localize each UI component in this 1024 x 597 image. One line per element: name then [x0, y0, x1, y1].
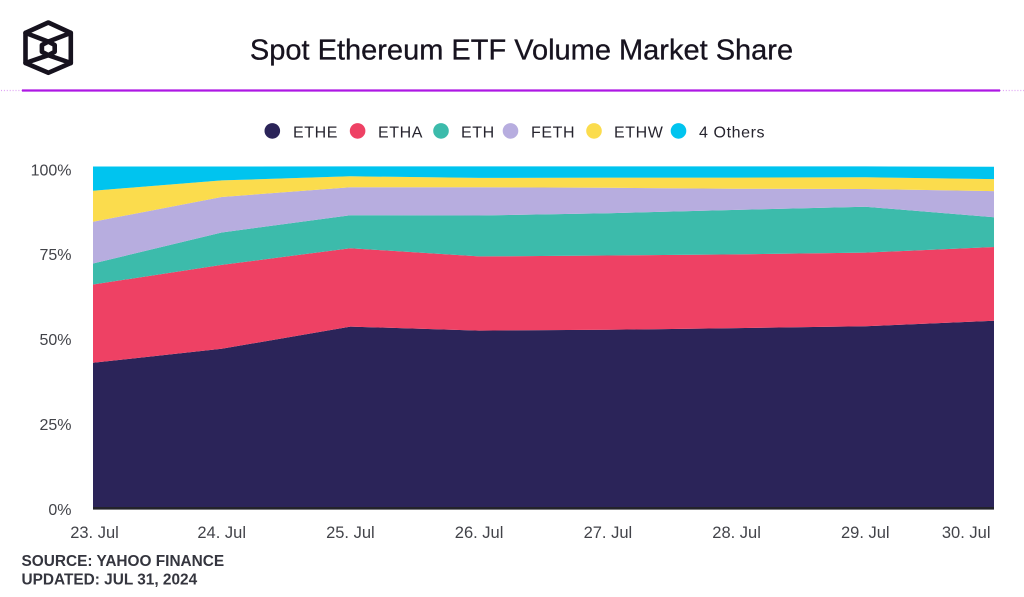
- svg-text:24. Jul: 24. Jul: [197, 524, 246, 542]
- svg-text:SOURCE: YAHOO FINANCE: SOURCE: YAHOO FINANCE: [22, 553, 225, 570]
- svg-text:FETH: FETH: [531, 124, 575, 141]
- svg-text:ETH: ETH: [461, 124, 495, 141]
- svg-text:26. Jul: 26. Jul: [455, 524, 504, 542]
- svg-text:23. Jul: 23. Jul: [70, 524, 119, 542]
- svg-text:Spot Ethereum ETF Volume Marke: Spot Ethereum ETF Volume Market Share: [250, 35, 793, 67]
- svg-text:50%: 50%: [39, 332, 71, 349]
- svg-text:30. Jul: 30. Jul: [942, 524, 991, 542]
- svg-text:0%: 0%: [48, 502, 71, 519]
- svg-text:28. Jul: 28. Jul: [712, 524, 761, 542]
- svg-text:100%: 100%: [31, 162, 72, 179]
- svg-text:27. Jul: 27. Jul: [584, 524, 633, 542]
- svg-text:ETHE: ETHE: [293, 124, 338, 141]
- svg-text:UPDATED: JUL 31, 2024: UPDATED: JUL 31, 2024: [22, 571, 198, 588]
- svg-text:75%: 75%: [39, 247, 71, 264]
- svg-text:4 Others: 4 Others: [699, 124, 765, 141]
- svg-text:29. Jul: 29. Jul: [841, 524, 890, 542]
- svg-text:25%: 25%: [39, 417, 71, 434]
- svg-text:ETHW: ETHW: [614, 124, 664, 141]
- svg-text:25. Jul: 25. Jul: [326, 524, 375, 542]
- svg-text:ETHA: ETHA: [378, 124, 423, 141]
